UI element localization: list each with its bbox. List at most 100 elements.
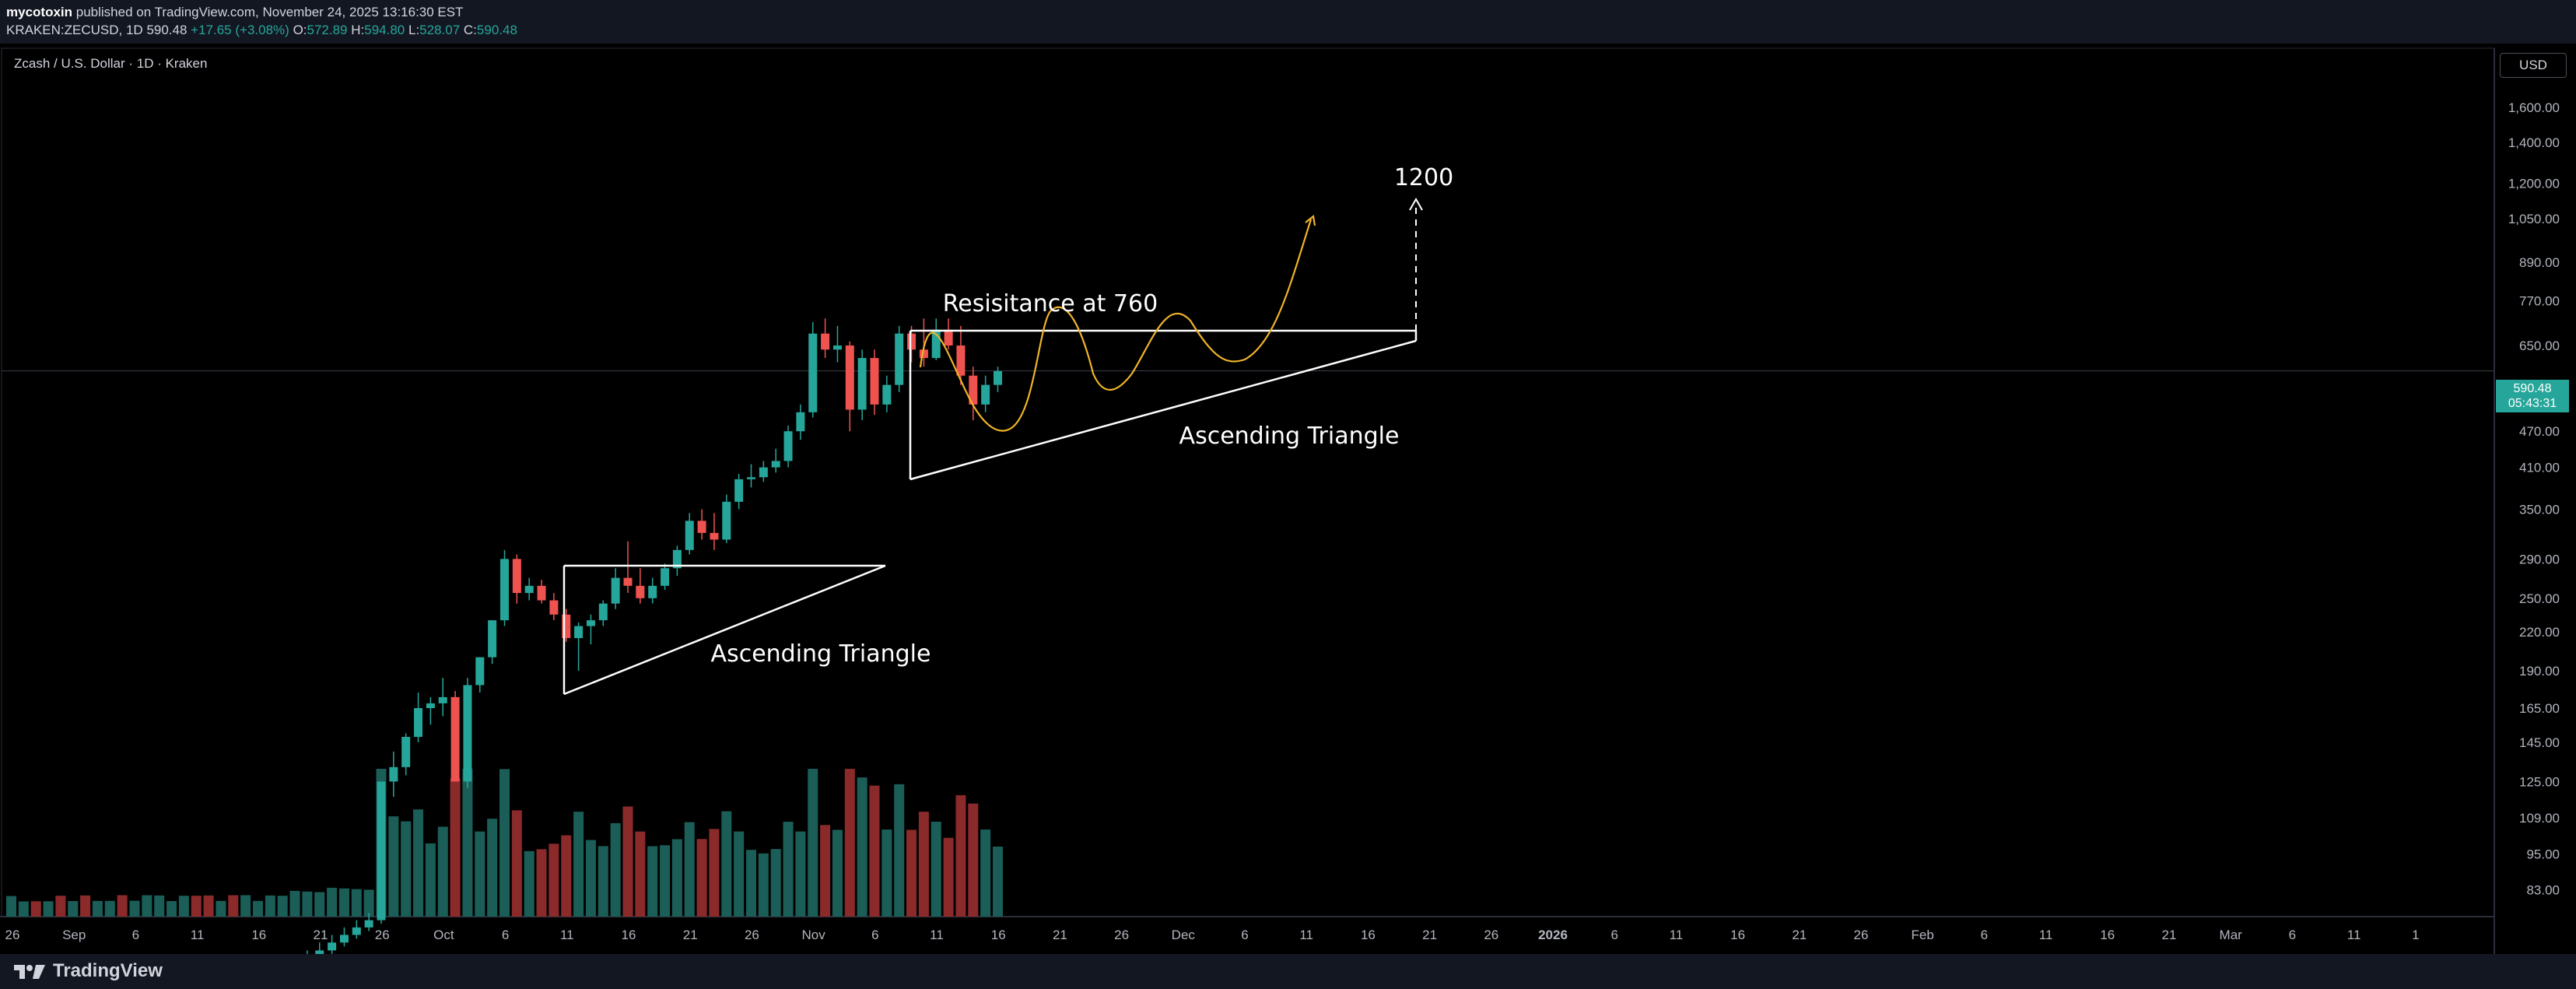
volume-bar	[289, 890, 300, 917]
volume-bar	[585, 840, 596, 917]
y-tick-label: 1,200.00	[2508, 177, 2560, 191]
candle-body	[722, 501, 731, 540]
volume-bar	[844, 769, 855, 917]
candle-body	[661, 568, 670, 586]
x-tick-label: Dec	[1172, 928, 1196, 942]
ascending-triangle-2-label: Ascending Triangle	[1179, 423, 1400, 450]
x-tick-label: 11	[930, 928, 944, 942]
volume-bar	[338, 888, 349, 917]
candle-body	[450, 696, 460, 782]
x-tick-label: 16	[1361, 928, 1376, 942]
volume-bar	[142, 895, 152, 917]
candle-body	[414, 708, 423, 737]
x-tick-label: Oct	[433, 928, 454, 942]
x-tick-label: 6	[871, 928, 878, 942]
target-1200-label: 1200	[1394, 164, 1453, 191]
price-chart[interactable]: Resisitance at 760 Ascending Triangle Asce…	[0, 47, 2576, 954]
volume-bar	[857, 777, 867, 917]
volume-bar	[671, 839, 682, 917]
y-tick-label: 770.00	[2519, 293, 2560, 308]
x-tick-label: 6	[1241, 928, 1248, 942]
tradingview-brand[interactable]: TradingView	[12, 959, 163, 983]
price-change: +17.65 (+3.08%)	[191, 23, 289, 37]
candle-body	[352, 927, 361, 935]
x-tick-label: 21	[314, 928, 328, 942]
volume-bar	[968, 803, 979, 917]
volume-bar	[6, 896, 16, 917]
volume-bar	[425, 843, 436, 917]
symbol-ohlc-line: KRAKEN:ZECUSD, 1D 590.48 +17.65 (+3.08%)…	[6, 23, 517, 38]
triangle-1-support	[563, 564, 886, 696]
symbol-label: KRAKEN:ZECUSD, 1D	[6, 23, 143, 37]
footer-bar	[0, 954, 2576, 989]
volume-bar	[413, 809, 424, 917]
candle-body	[931, 329, 941, 359]
volume-bar	[437, 826, 448, 917]
volume-bar	[80, 895, 91, 917]
x-tick-label: 6	[132, 928, 139, 942]
volume-bar	[993, 847, 1003, 917]
y-tick-label: 190.00	[2519, 664, 2560, 679]
candle-body	[562, 614, 571, 639]
candle-body	[759, 467, 768, 478]
volume-bar	[721, 811, 732, 917]
x-tick-label: 21	[1053, 928, 1067, 942]
brand-text: TradingView	[53, 960, 163, 981]
low-label: L:	[408, 23, 420, 37]
x-tick-label: 6	[502, 928, 509, 942]
header-bar: mycotoxin published on TradingView.com, …	[0, 0, 2576, 44]
volume-bar	[104, 900, 115, 917]
volume-bar	[30, 901, 41, 917]
candle-body	[500, 559, 509, 621]
volume-bar	[795, 831, 806, 917]
badge-price: 590.48	[2513, 382, 2552, 395]
volume-bar	[253, 900, 263, 917]
x-tick-label: 26	[1484, 928, 1498, 942]
x-tick-label: Feb	[1912, 928, 1934, 942]
last-price-badge: 590.48 05:43:31	[2496, 380, 2569, 412]
x-tick-label: 21	[683, 928, 698, 942]
candle-body	[747, 477, 755, 479]
candle-body	[771, 461, 780, 468]
x-tick-label: 26	[375, 928, 390, 942]
volume-bar	[314, 892, 325, 917]
open-label: O:	[293, 23, 307, 37]
tradingview-logo-icon	[14, 965, 45, 979]
x-tick-label: 11	[1299, 928, 1313, 942]
y-tick-label: 1,600.00	[2508, 100, 2560, 115]
x-tick-label: 11	[1670, 928, 1684, 942]
candle-body	[537, 585, 546, 601]
x-tick-label: 16	[2100, 928, 2115, 942]
volume-bar	[450, 778, 461, 917]
volume-bar	[955, 794, 966, 917]
triangle-2-support	[909, 339, 1417, 481]
volume-bar	[943, 837, 954, 917]
volume-bar	[783, 822, 794, 917]
volume-bar	[462, 769, 473, 917]
volume-bar	[203, 895, 214, 917]
x-tick-label: 16	[251, 928, 266, 942]
x-tick-label: 6	[2289, 928, 2296, 942]
candle-body	[919, 349, 928, 359]
pane-frame	[1, 47, 2495, 917]
volume-bar	[68, 900, 79, 917]
y-tick-label: 83.00	[2526, 883, 2560, 898]
author-name[interactable]: mycotoxin	[6, 5, 73, 19]
volume-bar	[881, 829, 892, 917]
price-axis: 83.00 95.00 109.00 125.00 145.00 165.00 190.00…	[2508, 54, 2560, 897]
volume-bar	[499, 769, 510, 917]
candle-body	[882, 384, 892, 405]
y-tick-label: 1,050.00	[2508, 212, 2560, 226]
y-tick-label: 109.00	[2519, 811, 2560, 826]
volume-bar	[808, 769, 818, 917]
volume-bar	[684, 822, 695, 917]
volume-bar	[511, 810, 522, 917]
volume-bar	[265, 895, 275, 917]
currency-button[interactable]: USD	[2500, 53, 2567, 78]
candle-body	[389, 766, 398, 782]
candle-body	[944, 329, 953, 346]
volume-bar	[178, 896, 189, 917]
x-tick-label: 26	[1114, 928, 1129, 942]
volume-bar	[240, 895, 251, 917]
drawing-layer: Resisitance at 760 Ascending Triangle Asce…	[563, 164, 1453, 696]
